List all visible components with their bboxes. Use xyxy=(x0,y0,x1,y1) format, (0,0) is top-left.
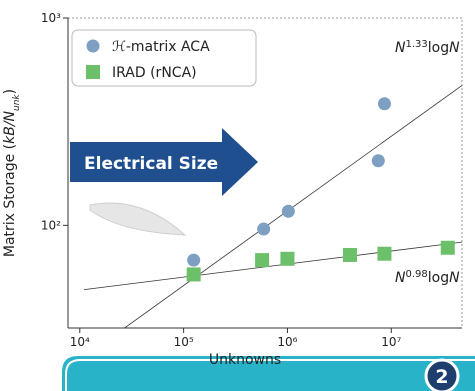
fit-annotation: N0.98logN xyxy=(395,269,460,287)
data-point xyxy=(441,241,455,255)
data-point xyxy=(255,253,269,267)
annotation-base: N xyxy=(395,40,406,56)
data-point xyxy=(257,223,270,236)
legend-label: ℋ-matrix ACA xyxy=(112,39,210,55)
data-point xyxy=(187,254,200,267)
airfoil xyxy=(90,203,185,235)
data-point xyxy=(372,154,385,167)
data-point xyxy=(187,267,201,281)
x-tick-label: 10⁶ xyxy=(277,335,297,349)
data-point xyxy=(377,247,391,261)
fit-line xyxy=(125,85,462,328)
y-tick-label: 10² xyxy=(41,218,61,232)
legend-marker xyxy=(87,40,100,53)
arrow-label: Electrical Size xyxy=(84,154,218,174)
legend-marker xyxy=(86,65,100,79)
y-label-end: ) xyxy=(2,89,18,94)
badge-label: 2 xyxy=(435,366,448,388)
legend-label: IRAD (rNCA) xyxy=(112,65,197,81)
annotation-mid: log xyxy=(428,40,449,56)
x-tick-label: 10⁷ xyxy=(381,335,401,349)
chart: 10⁴ 10⁵ 10⁶ 10⁷ 10² 10³ Unknowns Matrix Storage… xyxy=(0,0,475,391)
y-axis-label: Matrix Storage (kB/Nunk) xyxy=(2,89,22,257)
y-tick-label: 10³ xyxy=(41,11,61,25)
annotation-base: N xyxy=(395,270,406,286)
y-label-sub: unk xyxy=(12,94,22,111)
annotation-exponent: 0.98 xyxy=(405,269,427,280)
x-tick-label: 10⁴ xyxy=(70,335,90,349)
data-point xyxy=(280,252,294,266)
y-label-italic: kB/N xyxy=(2,110,18,143)
x-tick-label: 10⁵ xyxy=(174,335,194,349)
annotation-exponent: 1.33 xyxy=(405,39,427,50)
fit-annotation: N1.33logN xyxy=(395,39,460,57)
data-point xyxy=(343,248,357,262)
annotation-end: N xyxy=(449,270,460,286)
y-label-start: Matrix Storage ( xyxy=(2,144,18,257)
data-point xyxy=(378,97,391,110)
annotation-end: N xyxy=(449,40,460,56)
x-axis-label: Unknowns xyxy=(209,352,281,368)
annotation-mid: log xyxy=(428,270,449,286)
data-point xyxy=(282,205,295,218)
